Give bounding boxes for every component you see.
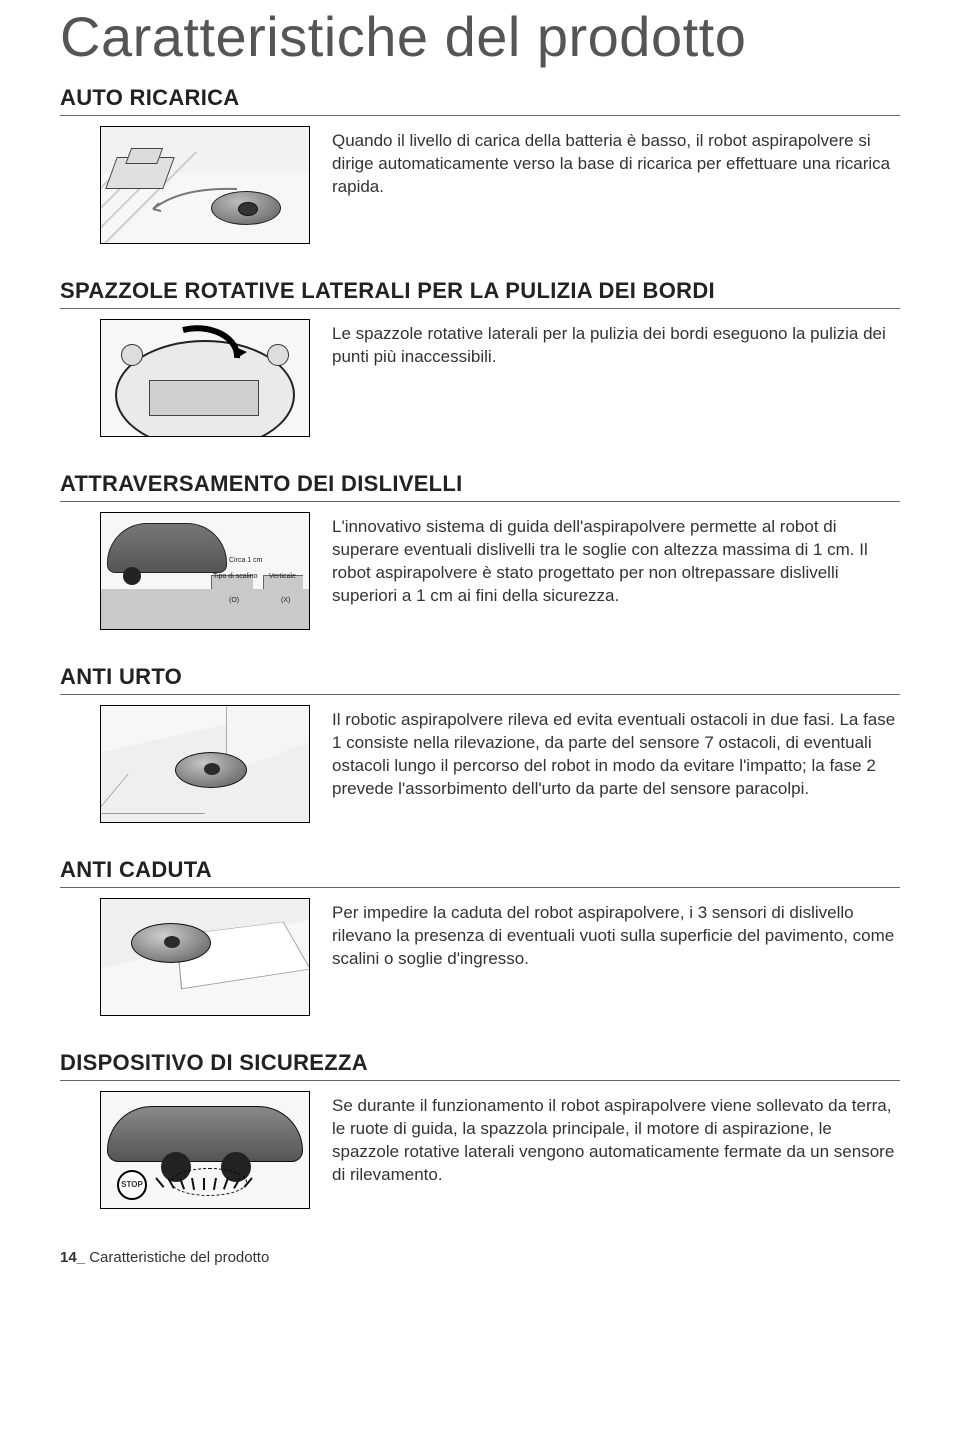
label-height: Circa 1 cm xyxy=(229,557,262,564)
mark-ok: (O) xyxy=(229,597,239,604)
rotation-arrow-icon xyxy=(177,324,247,370)
desc-auto-ricarica: Quando il livello di carica della batter… xyxy=(332,126,900,199)
feature-anti-caduta: Per impedire la caduta del robot aspirap… xyxy=(60,898,900,1016)
robot-icon xyxy=(175,752,247,788)
label-step-type: Tipo di scalino xyxy=(213,573,258,580)
feature-sicurezza: STOP Se durante il funzionamento il robo… xyxy=(60,1091,900,1209)
illustration-spazzole xyxy=(100,319,310,437)
illustration-dislivelli: Circa 1 cm Tipo di scalino Verticale (O)… xyxy=(100,512,310,630)
robot-profile-icon xyxy=(107,523,227,573)
heading-anti-urto: ANTI URTO xyxy=(60,664,900,695)
robot-icon xyxy=(211,191,281,225)
robot-icon xyxy=(131,923,211,963)
desc-anti-urto: Il robotic aspirapolvere rileva ed evita… xyxy=(332,705,900,801)
illustration-sicurezza: STOP xyxy=(100,1091,310,1209)
page-footer: 14_ Caratteristiche del prodotto xyxy=(60,1249,900,1266)
heading-spazzole: SPAZZOLE ROTATIVE LATERALI PER LA PULIZI… xyxy=(60,278,900,309)
page-title: Caratteristiche del prodotto xyxy=(60,8,900,67)
side-brush-left-icon xyxy=(121,344,143,366)
stop-sign-icon: STOP xyxy=(117,1170,147,1200)
label-vertical: Verticale xyxy=(269,573,296,580)
brush-icon xyxy=(155,1178,263,1190)
desc-dislivelli: L'innovativo sistema di guida dell'aspir… xyxy=(332,512,900,608)
desc-anti-caduta: Per impedire la caduta del robot aspirap… xyxy=(332,898,900,971)
mark-no: (X) xyxy=(281,597,290,604)
illustration-anti-urto xyxy=(100,705,310,823)
desc-sicurezza: Se durante il funzionamento il robot asp… xyxy=(332,1091,900,1187)
illustration-auto-ricarica xyxy=(100,126,310,244)
side-brush-right-icon xyxy=(267,344,289,366)
feature-anti-urto: Il robotic aspirapolvere rileva ed evita… xyxy=(60,705,900,823)
heading-anti-caduta: ANTI CADUTA xyxy=(60,857,900,888)
robot-profile-icon xyxy=(107,1106,303,1162)
heading-sicurezza: DISPOSITIVO DI SICUREZZA xyxy=(60,1050,900,1081)
desc-spazzole: Le spazzole rotative laterali per la pul… xyxy=(332,319,900,369)
feature-spazzole: Le spazzole rotative laterali per la pul… xyxy=(60,319,900,437)
page-number: 14_ xyxy=(60,1249,85,1266)
feature-auto-ricarica: Quando il livello di carica della batter… xyxy=(60,126,900,244)
illustration-anti-caduta xyxy=(100,898,310,1016)
footer-text: Caratteristiche del prodotto xyxy=(89,1249,269,1266)
heading-dislivelli: ATTRAVERSAMENTO DEI DISLIVELLI xyxy=(60,471,900,502)
feature-dislivelli: Circa 1 cm Tipo di scalino Verticale (O)… xyxy=(60,512,900,630)
heading-auto-ricarica: AUTO RICARICA xyxy=(60,85,900,116)
